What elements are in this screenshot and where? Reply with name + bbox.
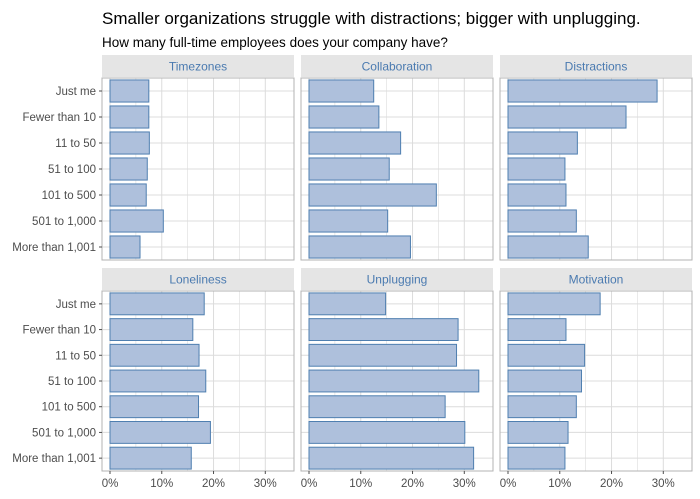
y-tick-label: 101 to 500 <box>42 190 96 202</box>
panel-border <box>499 77 693 261</box>
bar <box>507 79 658 103</box>
strip-background <box>102 268 294 290</box>
strip-label: Distractions <box>565 60 628 74</box>
x-tick-label: 30% <box>652 478 675 490</box>
bar <box>507 235 589 259</box>
facet-panel: Distractions <box>499 55 693 261</box>
facet-panel: Collaboration <box>300 55 494 261</box>
bar <box>109 421 211 444</box>
bar <box>109 183 147 207</box>
bar <box>308 292 387 316</box>
y-tick-label: Fewer than 10 <box>22 112 96 124</box>
x-tick-label: 10% <box>150 478 173 490</box>
facet-panel: Timezones Just me Fewer than 10 11 to 50 51 … <box>12 55 295 261</box>
bar <box>507 292 601 316</box>
x-tick-label: 10% <box>349 478 372 490</box>
x-tick-label: 0% <box>500 478 517 490</box>
y-tick-label: 501 to 1,000 <box>32 216 96 228</box>
bar <box>308 395 446 419</box>
bar <box>507 209 577 233</box>
bar <box>308 421 466 444</box>
bar <box>109 209 164 233</box>
strip-label: Timezones <box>169 60 227 74</box>
strip-background <box>301 55 493 77</box>
x-tick-label: 10% <box>548 478 571 490</box>
bar <box>507 395 577 419</box>
x-tick-label: 20% <box>600 478 623 490</box>
bar <box>109 318 194 341</box>
y-tick-label: 51 to 100 <box>48 376 96 388</box>
bar <box>109 79 150 103</box>
bar <box>109 292 205 316</box>
strip-label: Motivation <box>569 273 624 287</box>
x-tick-label: 0% <box>301 478 318 490</box>
bar <box>507 318 567 341</box>
bar <box>507 343 586 367</box>
panel-border <box>300 290 494 472</box>
bar <box>308 183 437 207</box>
facet-panel: Loneliness Just me Fewer than 10 11 to 50 51… <box>12 268 295 490</box>
y-tick-label: Just me <box>56 299 96 311</box>
facet-panels: Timezones Just me Fewer than 10 11 to 50 51 … <box>12 55 693 490</box>
bar <box>308 79 375 103</box>
bar <box>507 105 627 129</box>
y-tick-label: 11 to 50 <box>55 138 96 150</box>
x-tick-label: 20% <box>202 478 225 490</box>
panel-border <box>499 290 693 472</box>
y-tick-label: 51 to 100 <box>48 164 96 176</box>
facet-panel: Unplugging 0% 10% 20% 30% <box>300 268 494 490</box>
bar <box>507 131 578 155</box>
bar <box>109 446 192 470</box>
strip-label: Unplugging <box>367 273 428 287</box>
x-tick-label: 20% <box>401 478 424 490</box>
bar <box>507 446 566 470</box>
bar <box>109 131 150 155</box>
bar <box>308 209 389 233</box>
y-tick-label: More than 1,001 <box>12 453 96 465</box>
strip-background <box>301 268 493 290</box>
bar <box>109 395 200 419</box>
bar <box>109 105 150 129</box>
x-tick-label: 0% <box>102 478 119 490</box>
bar <box>308 318 459 341</box>
x-tick-label: 30% <box>453 478 476 490</box>
panel-border <box>300 77 494 261</box>
strip-label: Collaboration <box>362 60 433 74</box>
bar <box>507 369 583 393</box>
strip-background <box>500 268 692 290</box>
bar <box>109 369 207 393</box>
bar <box>109 157 148 181</box>
y-tick-label: Fewer than 10 <box>22 325 96 337</box>
y-tick-label: 101 to 500 <box>42 402 96 414</box>
bar <box>308 369 480 393</box>
y-tick-label: More than 1,001 <box>12 242 96 254</box>
facet-panel: Motivation 0% 10% 20% 30% <box>499 268 693 490</box>
bar <box>507 183 567 207</box>
y-tick-label: 11 to 50 <box>55 350 96 362</box>
bar <box>507 421 569 444</box>
bar <box>308 131 402 155</box>
y-tick-label: Just me <box>56 86 96 98</box>
strip-background <box>102 55 294 77</box>
bar <box>308 105 380 129</box>
bar <box>308 235 411 259</box>
bar <box>308 343 458 367</box>
chart-title: Smaller organizations struggle with dist… <box>102 9 641 28</box>
bar <box>109 235 141 259</box>
y-tick-label: 501 to 1,000 <box>32 427 96 439</box>
bar <box>507 157 566 181</box>
bar <box>109 343 200 367</box>
x-tick-label: 30% <box>254 478 277 490</box>
bar <box>308 157 390 181</box>
strip-background <box>500 55 692 77</box>
chart-subtitle: How many full-time employees does your c… <box>102 35 448 50</box>
strip-label: Loneliness <box>169 273 226 287</box>
bar <box>308 446 475 470</box>
